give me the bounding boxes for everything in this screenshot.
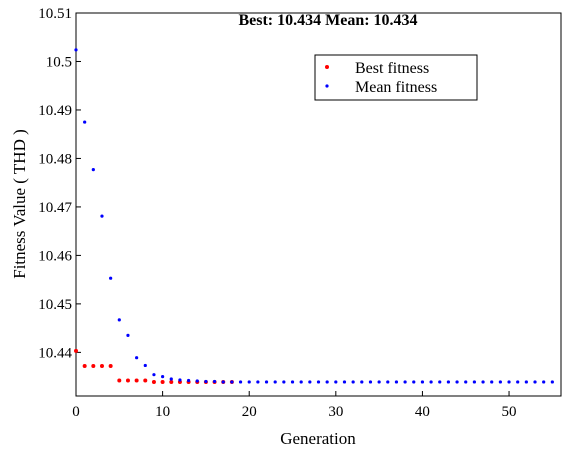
mean-fitness-point — [455, 380, 459, 384]
legend-box — [314, 54, 478, 101]
mean-fitness-point — [498, 380, 502, 384]
mean-fitness-point — [524, 380, 528, 384]
mean-fitness-point — [109, 276, 113, 280]
y-tick-label: 10.51 — [38, 6, 72, 22]
mean-fitness-point — [238, 380, 243, 384]
mean-fitness-point — [308, 380, 312, 384]
mean-fitness-point — [360, 380, 364, 384]
x-tick-labels: 0 10 20 30 40 50 — [72, 404, 516, 420]
y-tick-label: 10.45 — [38, 297, 72, 313]
mean-fitness-point — [264, 380, 269, 384]
mean-fitness-point — [368, 380, 373, 384]
mean-fitness-point — [273, 380, 277, 384]
mean-fitness-point — [429, 380, 433, 384]
mean-fitness-point — [386, 380, 390, 384]
x-tick-label: 30 — [328, 404, 343, 420]
mean-fitness-point — [186, 378, 191, 383]
mean-fitness-point — [282, 380, 286, 384]
best-fitness-points — [74, 348, 234, 384]
mean-fitness-point — [221, 380, 225, 384]
y-tick-labels: 10.44 10.45 10.46 10.47 10.48 10.49 10.5 10.51 — [38, 6, 72, 361]
mean-fitness-point — [472, 380, 476, 384]
mean-fitness-point — [247, 380, 251, 384]
y-tick-label: 10.49 — [38, 103, 72, 119]
best-fitness-point — [99, 363, 104, 368]
mean-fitness-point — [256, 380, 260, 384]
best-fitness-point — [74, 348, 78, 353]
mean-fitness-point — [490, 380, 494, 384]
mean-fitness-point — [334, 380, 338, 384]
mean-fitness-point — [325, 380, 329, 384]
mean-fitness-point — [342, 380, 347, 384]
legend-best-label: Best fitness — [355, 60, 429, 77]
mean-fitness-point — [533, 380, 537, 384]
legend-mean-marker — [325, 84, 329, 88]
mean-fitness-point — [74, 48, 78, 52]
best-fitness-point — [169, 379, 174, 384]
best-fitness-point — [134, 378, 139, 383]
mean-fitness-point — [212, 379, 217, 384]
mean-fitness-point — [446, 380, 451, 384]
mean-fitness-point — [143, 363, 147, 368]
mean-fitness-point — [516, 380, 520, 384]
best-fitness-point — [143, 378, 148, 383]
best-fitness-point — [108, 363, 113, 368]
mean-fitness-point — [195, 379, 199, 383]
y-tick-label: 10.44 — [38, 345, 72, 361]
y-tick-label: 10.5 — [46, 54, 72, 70]
legend-mean-label: Mean fitness — [355, 79, 437, 96]
y-tick-label: 10.46 — [38, 248, 72, 264]
mean-fitness-point — [161, 375, 165, 379]
x-tick-label: 40 — [415, 404, 430, 420]
mean-fitness-point — [290, 380, 295, 384]
mean-fitness-point — [100, 214, 104, 218]
legend: Best fitness Mean fitness — [314, 54, 478, 101]
mean-fitness-point — [117, 318, 121, 322]
mean-fitness-point — [299, 380, 303, 384]
best-fitness-point — [160, 379, 165, 384]
x-tick-label: 10 — [155, 404, 170, 420]
mean-fitness-point — [169, 377, 173, 381]
mean-fitness-point — [316, 380, 321, 384]
mean-fitness-point — [507, 380, 511, 384]
x-tick-label: 0 — [72, 404, 80, 420]
mean-fitness-point — [126, 333, 130, 337]
x-tick-label: 20 — [242, 404, 257, 420]
plot-frame — [75, 12, 562, 397]
mean-fitness-point — [178, 378, 182, 382]
mean-fitness-point — [83, 120, 87, 124]
best-fitness-point — [151, 379, 156, 384]
mean-fitness-point — [394, 380, 399, 384]
mean-fitness-point — [420, 380, 425, 384]
mean-fitness-point — [412, 380, 416, 384]
mean-fitness-point — [464, 380, 468, 384]
mean-fitness-point — [403, 380, 407, 384]
mean-fitness-point — [542, 380, 546, 384]
best-fitness-point — [82, 363, 87, 368]
axis-ticks — [75, 12, 510, 396]
mean-fitness-point — [152, 373, 156, 377]
y-tick-label: 10.47 — [38, 200, 72, 216]
mean-fitness-point — [481, 380, 485, 384]
mean-fitness-point — [91, 167, 95, 172]
mean-fitness-point — [135, 356, 139, 360]
best-fitness-point — [125, 378, 130, 383]
mean-fitness-point — [377, 380, 381, 384]
mean-fitness-point — [438, 380, 442, 384]
mean-fitness-point — [550, 380, 554, 384]
mean-fitness-points — [74, 48, 554, 384]
chart-title: Best: 10.434 Mean: 10.434 — [238, 12, 417, 29]
x-axis-label: Generation — [280, 429, 356, 448]
best-fitness-point — [117, 378, 122, 383]
legend-best-marker — [325, 65, 329, 69]
mean-fitness-point — [230, 380, 234, 384]
mean-fitness-point — [204, 379, 208, 384]
best-fitness-point — [91, 363, 96, 368]
y-axis-label: Fitness Value ( THD ) — [10, 129, 29, 279]
mean-fitness-point — [351, 380, 355, 384]
y-tick-label: 10.48 — [38, 151, 72, 167]
x-tick-label: 50 — [502, 404, 517, 420]
